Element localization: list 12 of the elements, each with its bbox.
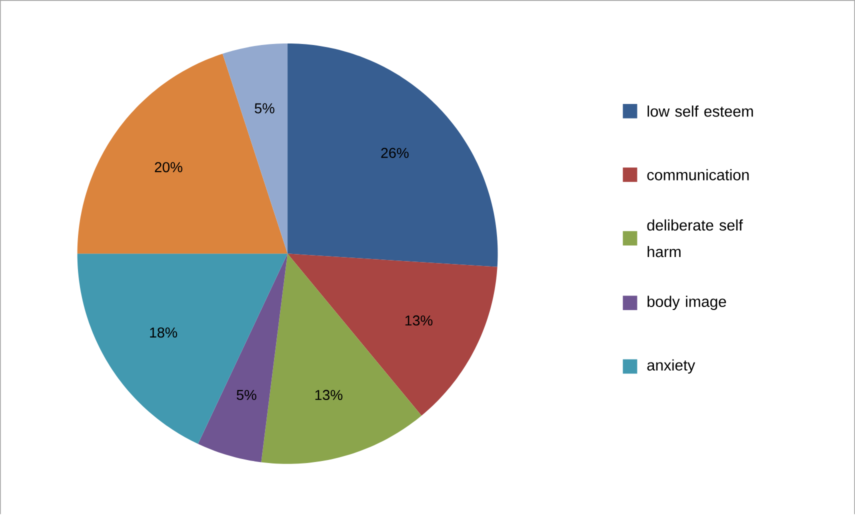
legend-label: body image bbox=[648, 296, 726, 310]
legend-label: deliberate self harm bbox=[647, 220, 743, 258]
legend-label: communication bbox=[647, 169, 749, 181]
data-label: 18% bbox=[150, 328, 178, 338]
legend-label: anxiety bbox=[647, 360, 696, 374]
data-label: 5% bbox=[236, 390, 256, 400]
data-label: 20% bbox=[154, 162, 182, 172]
data-label: 26% bbox=[381, 148, 409, 158]
data-label: 13% bbox=[405, 316, 432, 326]
data-label: 5% bbox=[254, 104, 274, 114]
data-label: 13% bbox=[315, 390, 342, 400]
legend-label: low self esteem bbox=[648, 106, 753, 117]
